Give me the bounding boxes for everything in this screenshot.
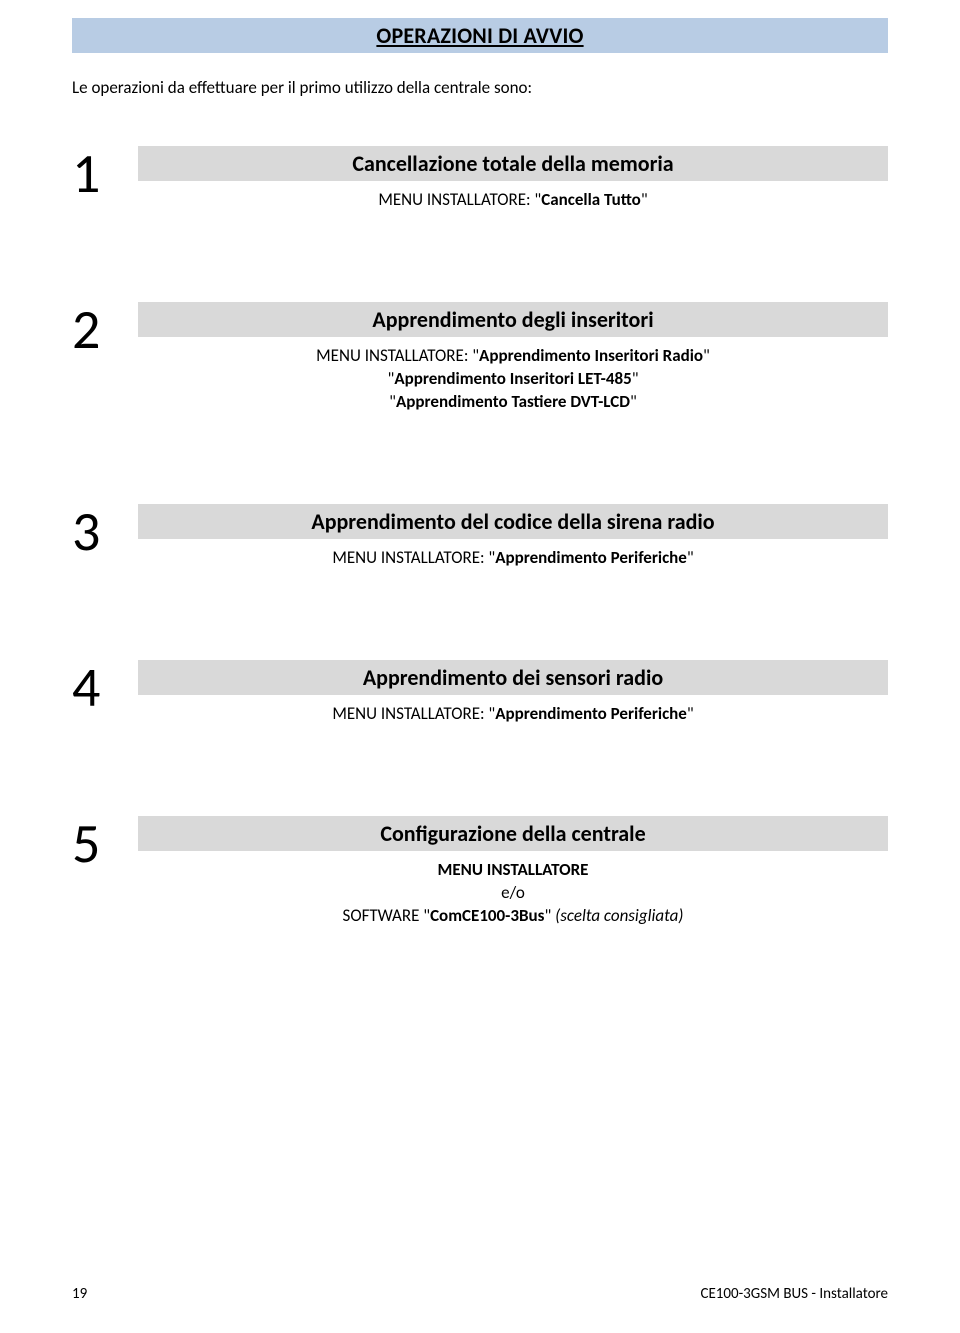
page-title: OPERAZIONI DI AVVIO — [72, 18, 888, 53]
step-block: 2Apprendimento degli inseritori MENU INST… — [72, 302, 888, 414]
step-number: 3 — [72, 504, 138, 560]
step-details: MENU INSTALLATOREe/oSOFTWARE "ComCE100-3… — [138, 859, 888, 928]
page-footer: 19 CE100-3GSM BUS - Installatore — [72, 1285, 888, 1303]
step-body: Apprendimento del codice della sirena ra… — [138, 504, 888, 570]
step-details: MENU INSTALLATORE: "Apprendimento Perife… — [138, 703, 888, 726]
step-number: 4 — [72, 660, 138, 716]
step-details: MENU INSTALLATORE: "Apprendimento Inseri… — [138, 345, 888, 414]
step-body: Configurazione della centrale MENU INSTAL… — [138, 816, 888, 928]
step-number: 2 — [72, 302, 138, 358]
step-details: MENU INSTALLATORE: "Apprendimento Perife… — [138, 547, 888, 570]
step-block: 5Configurazione della centrale MENU INSTA… — [72, 816, 888, 928]
step-detail-line: MENU INSTALLATORE: "Apprendimento Inseri… — [138, 345, 888, 368]
step-body: Apprendimento degli inseritori MENU INSTA… — [138, 302, 888, 414]
step-block: 4Apprendimento dei sensori radio MENU INS… — [72, 660, 888, 726]
step-number: 1 — [72, 146, 138, 202]
step-detail-line: "Apprendimento Tastiere DVT-LCD" — [138, 391, 888, 414]
step-block: 1Cancellazione totale della memoria MENU … — [72, 146, 888, 212]
step-title: Cancellazione totale della memoria — [138, 146, 888, 181]
step-title: Apprendimento degli inseritori — [138, 302, 888, 337]
step-detail-line: MENU INSTALLATORE — [138, 859, 888, 882]
intro-text: Le operazioni da effettuare per il primo… — [72, 77, 888, 98]
step-detail-line: MENU INSTALLATORE: "Apprendimento Perife… — [138, 547, 888, 570]
steps-list: 1Cancellazione totale della memoria MENU … — [72, 146, 888, 927]
step-detail-line: e/o — [138, 882, 888, 905]
step-body: Apprendimento dei sensori radio MENU INST… — [138, 660, 888, 726]
page: OPERAZIONI DI AVVIO Le operazioni da eff… — [0, 0, 960, 1333]
doc-title: CE100-3GSM BUS - Installatore — [700, 1285, 888, 1303]
step-title: Apprendimento dei sensori radio — [138, 660, 888, 695]
page-number: 19 — [72, 1285, 87, 1303]
step-detail-line: "Apprendimento Inseritori LET-485" — [138, 368, 888, 391]
step-title: Apprendimento del codice della sirena ra… — [138, 504, 888, 539]
step-body: Cancellazione totale della memoria MENU I… — [138, 146, 888, 212]
step-detail-line: SOFTWARE "ComCE100-3Bus" (scelta consigl… — [138, 905, 888, 928]
step-block: 3Apprendimento del codice della sirena r… — [72, 504, 888, 570]
step-detail-line: MENU INSTALLATORE: "Apprendimento Perife… — [138, 703, 888, 726]
step-title: Configurazione della centrale — [138, 816, 888, 851]
step-detail-line: MENU INSTALLATORE: "Cancella Tutto" — [138, 189, 888, 212]
step-details: MENU INSTALLATORE: "Cancella Tutto" — [138, 189, 888, 212]
step-number: 5 — [72, 816, 138, 872]
